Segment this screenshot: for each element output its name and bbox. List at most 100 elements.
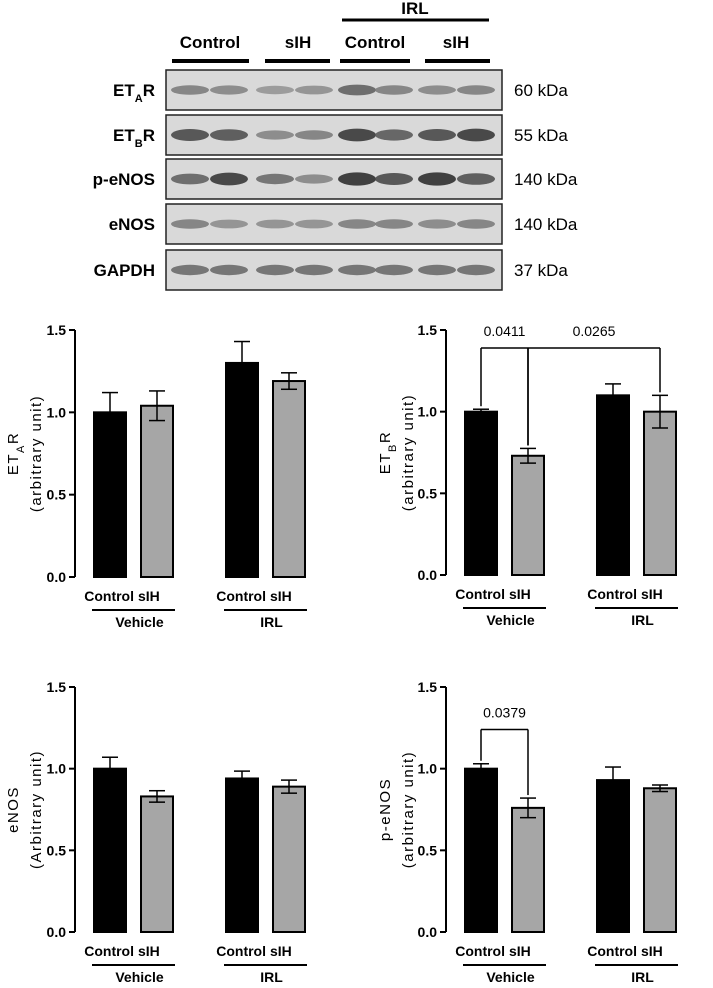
bar (464, 767, 498, 934)
blot-band (375, 85, 413, 95)
x-group-label: Vehicle (486, 612, 534, 628)
blot-band (375, 219, 413, 229)
label-tail: R (143, 126, 155, 145)
x-group-label: IRL (631, 969, 654, 985)
blot-band (457, 264, 495, 276)
x-group-label: IRL (260, 969, 283, 985)
p-value-label: 0.0265 (573, 323, 616, 339)
error-bar (605, 766, 621, 781)
error-bar (234, 340, 250, 363)
p-value-label: 0.0379 (483, 704, 526, 720)
blot-row: GAPDH 37 kDa (94, 249, 568, 291)
error-bar (652, 784, 668, 793)
lane-group-label-1: Control (180, 33, 240, 52)
blot-band (338, 264, 376, 276)
blot-band (171, 129, 209, 141)
x-category-label: sIH (641, 586, 663, 602)
blot-band (256, 264, 294, 276)
y-tick-label: 0.0 (418, 924, 438, 940)
y-tick-label: 1.0 (418, 404, 438, 420)
y-axis-label-unit: (arbitrary unit) (400, 394, 417, 511)
blot-band (375, 264, 413, 276)
y-tick-label: 0.5 (418, 485, 438, 501)
label-subscript: B (387, 443, 399, 452)
error-bar (281, 779, 297, 794)
x-category-label: sIH (138, 943, 160, 959)
label-main: ET (113, 126, 135, 145)
x-category-label: Control (587, 586, 637, 602)
blot-band (418, 219, 456, 229)
blot-band (457, 85, 495, 95)
blot-band (338, 84, 376, 96)
blot-row-label: GAPDH (94, 261, 155, 280)
significance-bracket: 0.0265 (527, 323, 661, 446)
x-category-label: Control (587, 943, 637, 959)
blot-band (295, 219, 333, 229)
blot-band (457, 173, 495, 185)
y-tick-label: 1.5 (418, 322, 438, 338)
blot-band (418, 129, 456, 141)
bar (225, 361, 259, 578)
y-tick-label: 0.0 (47, 569, 67, 585)
y-tick-label: 0.0 (47, 924, 67, 940)
blot-band (457, 219, 495, 229)
error-bar (520, 797, 536, 819)
blot-band (338, 219, 376, 229)
label-main: ET (113, 81, 135, 100)
y-tick-label: 1.5 (418, 679, 438, 695)
blot-band (210, 85, 248, 95)
bar (140, 795, 174, 934)
blot-band (375, 129, 413, 141)
blot-row-kda: 140 kDa (514, 215, 578, 234)
label-main: p-eNOS (377, 778, 394, 841)
error-bar (149, 390, 165, 422)
bar (93, 411, 127, 579)
x-group-label: Vehicle (486, 969, 534, 985)
error-bar (652, 394, 668, 429)
blot-row: ETAR 60 kDa (113, 69, 568, 111)
error-bar (102, 391, 118, 413)
y-axis-label-unit: (arbitrary unit) (400, 751, 417, 868)
bar (596, 779, 630, 933)
label-main: eNOS (109, 215, 155, 234)
label-tail: R (5, 432, 22, 444)
blot-row-label: ETAR (113, 81, 155, 105)
label-main: GAPDH (94, 261, 155, 280)
y-axis-label: p-eNOS (377, 778, 394, 841)
lane-group-label-3: Control (345, 33, 405, 52)
y-tick-label: 1.0 (47, 761, 67, 777)
blot-band (210, 219, 248, 229)
y-tick-label: 1.0 (418, 761, 438, 777)
lane-group-label-2: sIH (285, 33, 311, 52)
x-category-label: sIH (509, 586, 531, 602)
blot-row: eNOS 140 kDa (109, 203, 578, 245)
blot-row-label: ETBR (113, 126, 155, 150)
x-group-label: Vehicle (115, 969, 163, 985)
y-axis-label: ETBR (377, 431, 399, 474)
label-main: ET (5, 453, 22, 475)
blot-band (210, 129, 248, 141)
blot-row: p-eNOS 140 kDa (93, 158, 578, 200)
blot-row-kda: 140 kDa (514, 170, 578, 189)
label-subscript: A (135, 93, 143, 105)
bar (225, 777, 259, 934)
y-tick-label: 0.5 (47, 842, 67, 858)
label-main: ET (377, 452, 394, 474)
y-tick-label: 0.5 (418, 842, 438, 858)
y-tick-label: 0.5 (47, 487, 67, 503)
blot-row-label: eNOS (109, 215, 155, 234)
x-category-label: Control (455, 943, 505, 959)
blot-row-label: p-eNOS (93, 170, 155, 189)
blot-band (171, 219, 209, 229)
x-group-label: IRL (260, 614, 283, 630)
blot-band (338, 172, 376, 186)
blot-band (171, 264, 209, 276)
treatment-label: IRL (401, 0, 428, 18)
x-category-label: Control (84, 588, 134, 604)
blot-band (418, 85, 456, 95)
blot-band (457, 128, 495, 142)
y-axis-label: ETAR (5, 432, 27, 475)
